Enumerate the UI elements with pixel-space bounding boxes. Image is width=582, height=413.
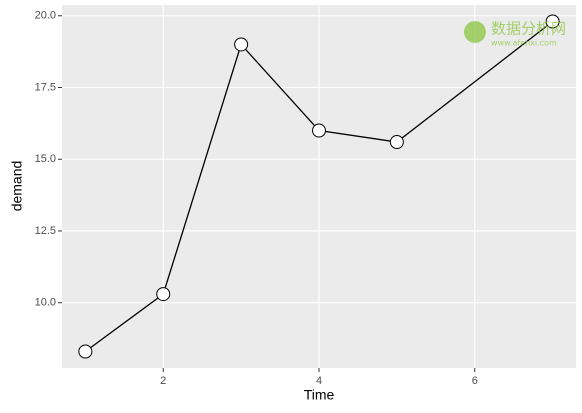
y-tick-label: 10.0 bbox=[35, 297, 56, 309]
x-axis-title: Time bbox=[304, 387, 335, 403]
y-tick-label: 12.5 bbox=[35, 225, 56, 237]
watermark-logo bbox=[464, 21, 486, 43]
point bbox=[312, 123, 326, 138]
x-tick-label: 6 bbox=[472, 375, 478, 387]
grid bbox=[62, 5, 576, 368]
point bbox=[78, 344, 93, 359]
point bbox=[234, 37, 249, 52]
watermark-url: www.afenxi.com bbox=[491, 39, 557, 48]
y-tick-label: 15.0 bbox=[35, 153, 56, 165]
point bbox=[156, 287, 171, 302]
y-tick-label: 17.5 bbox=[35, 81, 56, 93]
point bbox=[545, 14, 560, 29]
x-tick-label: 2 bbox=[160, 375, 166, 387]
watermark-text: 数据分析网 bbox=[491, 20, 566, 38]
y-tick-label: 20.0 bbox=[35, 10, 56, 22]
line bbox=[84, 20, 554, 353]
point bbox=[389, 135, 404, 150]
y-axis-title: demand bbox=[9, 161, 25, 212]
x-tick-label: 4 bbox=[316, 375, 322, 387]
watermark: 数据分析网 www.afenxi.com bbox=[464, 20, 566, 48]
marks bbox=[78, 14, 560, 359]
